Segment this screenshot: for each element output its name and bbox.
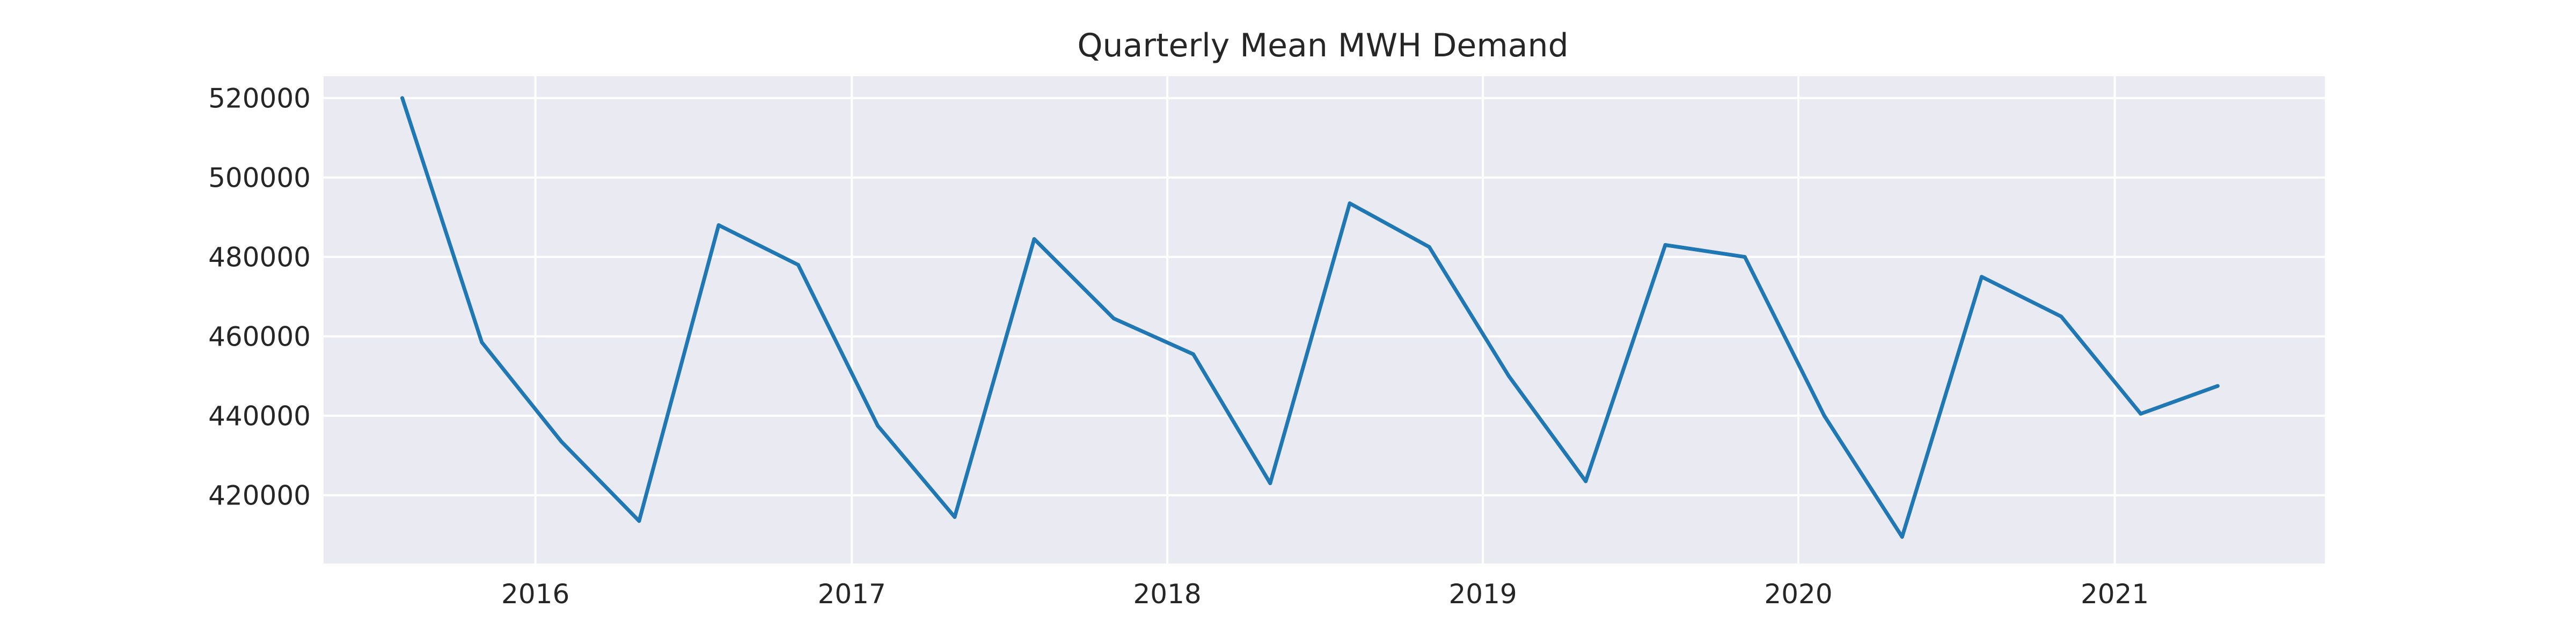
- data-point: [1822, 414, 1826, 418]
- data-point: [1663, 243, 1667, 247]
- y-tick-label: 440000: [208, 401, 311, 432]
- data-point: [2139, 412, 2143, 416]
- x-tick-label: 2019: [1448, 579, 1517, 610]
- data-point: [2059, 314, 2063, 319]
- data-point: [1900, 535, 1904, 539]
- x-tick-label: 2018: [1133, 579, 1202, 610]
- data-point: [876, 423, 880, 428]
- y-tick-label: 420000: [208, 480, 311, 511]
- x-axis-ticks: 2016 2017 2018 2019 2020 2021: [501, 579, 2149, 610]
- data-point: [2215, 384, 2220, 388]
- series-line: [400, 96, 2220, 539]
- series-layer: [400, 96, 2220, 539]
- plot-area: [324, 76, 2325, 564]
- chart-title: Quarterly Mean MWH Demand: [1077, 27, 1568, 64]
- x-tick-label: 2016: [501, 579, 569, 610]
- data-point: [1032, 237, 1036, 241]
- y-tick-label: 460000: [208, 321, 311, 353]
- y-tick-label: 480000: [208, 242, 311, 273]
- data-point: [637, 519, 641, 523]
- data-point: [480, 340, 484, 345]
- data-point: [559, 440, 564, 444]
- data-point: [1348, 201, 1352, 206]
- data-point: [716, 223, 721, 228]
- x-tick-label: 2017: [818, 579, 886, 610]
- data-point: [1584, 479, 1588, 484]
- data-point: [1191, 352, 1195, 356]
- data-point: [1506, 374, 1511, 378]
- data-point: [1980, 275, 1984, 279]
- x-tick-label: 2020: [1764, 579, 1832, 610]
- data-point: [1268, 481, 1272, 486]
- data-point: [1427, 245, 1431, 249]
- x-tick-label: 2021: [2081, 579, 2149, 610]
- y-tick-label: 520000: [208, 83, 311, 114]
- grid-lines: [324, 76, 2325, 564]
- data-point: [1111, 316, 1116, 320]
- y-axis-ticks: 420000 440000 460000 480000 500000 520000: [208, 83, 311, 511]
- data-point: [796, 263, 800, 267]
- y-tick-label: 500000: [208, 163, 311, 194]
- data-point: [1743, 255, 1747, 259]
- data-point: [400, 96, 405, 100]
- data-point: [953, 515, 957, 519]
